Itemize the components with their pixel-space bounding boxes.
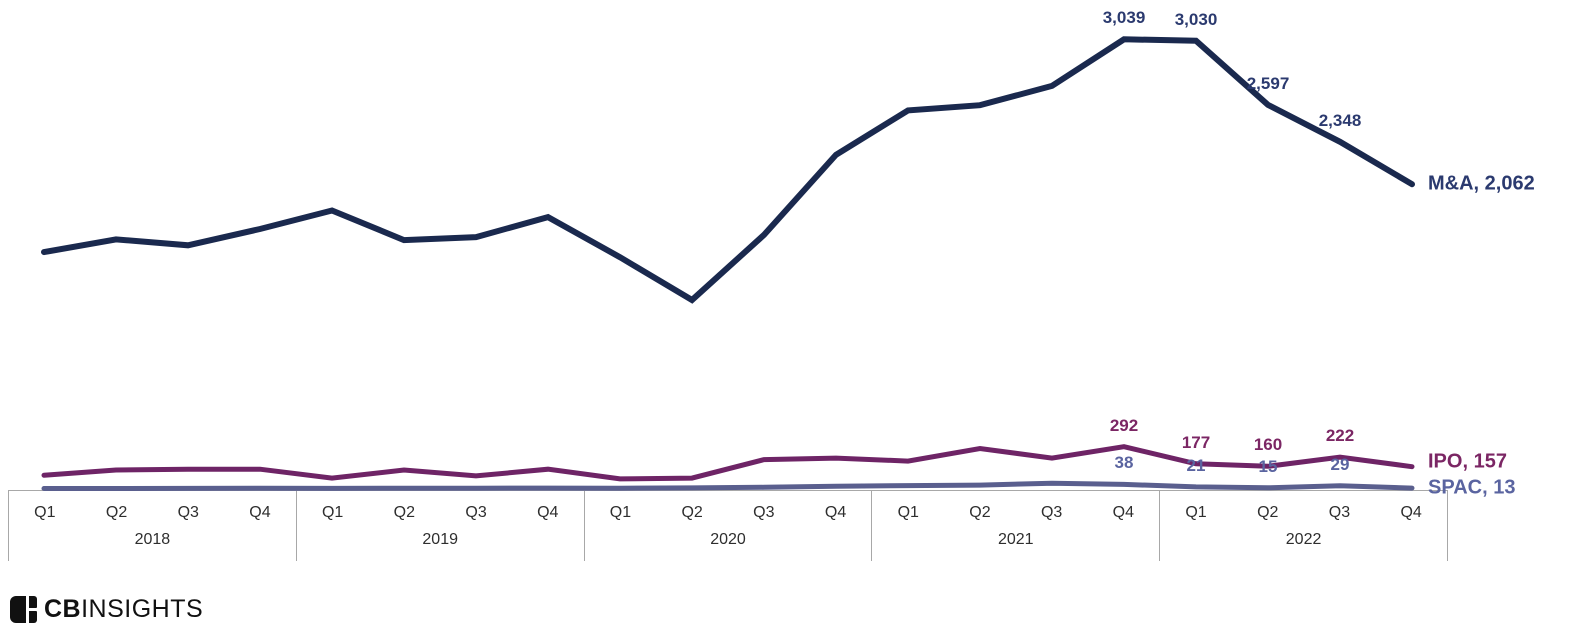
- axis-quarter-label: Q4: [537, 504, 559, 521]
- axis-quarter-label: Q2: [969, 504, 991, 521]
- axis-year-label: 2018: [134, 531, 171, 548]
- axis-year-group-2022: Q1 Q2 Q3 Q4 2022: [1160, 491, 1448, 561]
- axis-quarter-label: Q2: [681, 504, 703, 521]
- logo-text-insights: INSIGHTS: [81, 594, 204, 623]
- axis-quarter-label: Q3: [465, 504, 487, 521]
- axis-quarter-label: Q4: [1400, 504, 1422, 521]
- axis-quarter-label: Q3: [177, 504, 199, 521]
- axis-quarter-label: Q3: [1328, 504, 1351, 521]
- axis-quarter-label: Q3: [753, 504, 775, 521]
- axis-year-group-2021: Q1 Q2 Q3 Q4 2021: [872, 491, 1161, 561]
- axis-quarter-label: Q2: [105, 504, 128, 521]
- axis-year-label: 2020: [710, 531, 746, 548]
- axis-quarter-label: Q2: [393, 504, 416, 521]
- axis-quarter-label: Q4: [249, 504, 271, 521]
- ma-series-line: [41, 36, 1415, 304]
- axis-quarter-label: Q2: [1257, 504, 1279, 521]
- x-axis: Q1 Q2 Q3 Q4 2018 Q1 Q2 Q3 Q4 2019 Q1 Q2 Q3 Q4 2020 Q1 Q2…: [8, 490, 1448, 561]
- axis-quarter-row: Q1 Q2 Q3 Q4: [585, 504, 872, 522]
- cbinsights-logo-text: CBINSIGHTS: [44, 595, 203, 624]
- footer: CBINSIGHTS: [10, 594, 203, 624]
- axis-year-group-2018: Q1 Q2 Q3 Q4 2018: [9, 491, 297, 561]
- axis-quarter-label: Q1: [34, 504, 56, 521]
- axis-quarter-label: Q4: [824, 504, 847, 521]
- cbinsights-logo-icon: [10, 595, 37, 623]
- axis-quarter-row: Q1 Q2 Q3 Q4: [1160, 504, 1447, 522]
- axis-quarter-row: Q1 Q2 Q3 Q4: [297, 504, 584, 522]
- spac-series-line: [41, 480, 1415, 491]
- ipo-series-line: [41, 444, 1415, 482]
- chart-plot-area: [41, 36, 1415, 491]
- axis-year-label: 2021: [997, 531, 1034, 548]
- axis-quarter-label: Q1: [897, 504, 919, 521]
- axis-year-label: 2022: [1285, 531, 1322, 548]
- axis-quarter-label: Q1: [321, 504, 344, 521]
- logo-text-cb: CB: [44, 594, 82, 623]
- axis-year-group-2019: Q1 Q2 Q3 Q4 2019: [297, 491, 585, 561]
- axis-quarter-row: Q1 Q2 Q3 Q4: [9, 504, 296, 522]
- axis-quarter-label: Q1: [1185, 504, 1207, 521]
- axis-quarter-label: Q4: [1112, 504, 1135, 521]
- axis-year-group-2020: Q1 Q2 Q3 Q4 2020: [585, 491, 873, 561]
- axis-quarter-label: Q1: [609, 504, 632, 521]
- axis-year-label: 2019: [422, 531, 458, 548]
- logo-icon-top-right-block: [29, 595, 37, 608]
- axis-quarter-label: Q3: [1040, 504, 1063, 521]
- logo-icon-bottom-right-block: [29, 610, 37, 623]
- logo-icon-left-block: [10, 595, 26, 623]
- axis-quarter-row: Q1 Q2 Q3 Q4: [872, 504, 1159, 522]
